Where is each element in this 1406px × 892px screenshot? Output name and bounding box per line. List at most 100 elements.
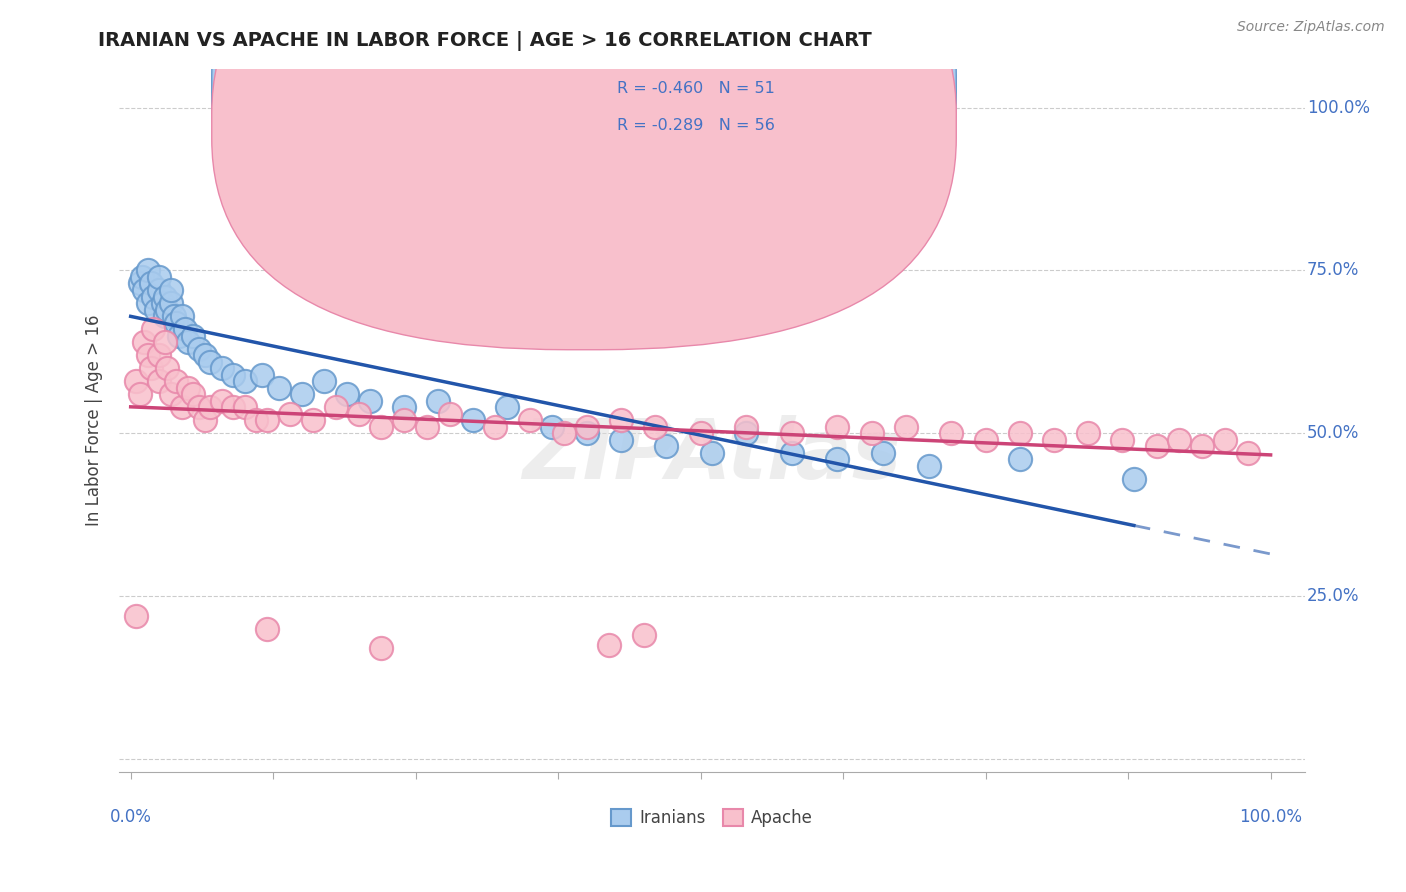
FancyBboxPatch shape xyxy=(212,0,956,350)
Point xyxy=(1111,433,1133,447)
Point xyxy=(780,426,803,441)
Point xyxy=(165,374,187,388)
Text: 0.0%: 0.0% xyxy=(110,808,152,826)
Point xyxy=(872,446,894,460)
Point xyxy=(148,348,170,362)
Point xyxy=(302,413,325,427)
Point xyxy=(1077,426,1099,441)
Point xyxy=(170,309,193,323)
Point xyxy=(278,407,301,421)
Point xyxy=(148,270,170,285)
Point xyxy=(148,283,170,297)
Point xyxy=(427,393,450,408)
Point xyxy=(894,419,917,434)
Point xyxy=(125,374,148,388)
Point xyxy=(250,368,273,382)
Point xyxy=(370,641,392,656)
Point xyxy=(200,401,222,415)
Point xyxy=(394,401,416,415)
FancyBboxPatch shape xyxy=(540,72,855,160)
Point xyxy=(553,426,575,441)
Legend: Iranians, Apache: Iranians, Apache xyxy=(605,803,820,834)
Point xyxy=(439,407,461,421)
Point xyxy=(188,401,211,415)
Text: ZIPAtlas: ZIPAtlas xyxy=(523,415,901,496)
Point xyxy=(183,387,205,401)
Point xyxy=(941,426,963,441)
Point xyxy=(200,354,222,368)
Point xyxy=(416,419,439,434)
Point xyxy=(233,374,256,388)
Point xyxy=(167,328,190,343)
Y-axis label: In Labor Force | Age > 16: In Labor Force | Age > 16 xyxy=(86,315,103,526)
Point xyxy=(256,413,278,427)
Point xyxy=(148,374,170,388)
Point xyxy=(134,335,156,350)
Point xyxy=(689,426,711,441)
Point xyxy=(860,426,883,441)
Point xyxy=(655,439,678,453)
Point xyxy=(610,413,633,427)
Point xyxy=(159,387,181,401)
Point xyxy=(153,309,176,323)
Point xyxy=(325,401,347,415)
Point xyxy=(159,296,181,310)
Point xyxy=(575,426,598,441)
Point xyxy=(1008,452,1031,467)
Point xyxy=(174,322,197,336)
Point xyxy=(153,289,176,303)
Point xyxy=(211,393,233,408)
Point xyxy=(644,419,666,434)
Point xyxy=(827,419,849,434)
Point xyxy=(1008,426,1031,441)
Point xyxy=(141,277,163,291)
Point xyxy=(735,419,758,434)
Point xyxy=(136,296,159,310)
Point xyxy=(575,419,598,434)
Point xyxy=(508,186,530,200)
Point xyxy=(359,393,381,408)
Point xyxy=(598,638,620,652)
Point xyxy=(495,401,517,415)
Point xyxy=(610,433,633,447)
Point xyxy=(142,289,165,303)
Point xyxy=(1191,439,1213,453)
Point xyxy=(156,361,179,376)
Point xyxy=(347,407,370,421)
Point xyxy=(291,387,314,401)
Point xyxy=(370,419,392,434)
Text: R = -0.289   N = 56: R = -0.289 N = 56 xyxy=(617,119,775,134)
Text: 50.0%: 50.0% xyxy=(1308,425,1360,442)
Point xyxy=(176,335,198,350)
Point xyxy=(145,302,167,317)
Point xyxy=(267,381,290,395)
Point xyxy=(519,413,541,427)
Point xyxy=(156,302,179,317)
Point xyxy=(314,374,336,388)
Point xyxy=(735,426,758,441)
Point xyxy=(222,368,245,382)
Point xyxy=(136,263,159,277)
Text: 100.0%: 100.0% xyxy=(1239,808,1302,826)
Point xyxy=(131,270,153,285)
Point xyxy=(245,413,267,427)
Point xyxy=(1213,433,1236,447)
Point xyxy=(336,387,359,401)
Text: IRANIAN VS APACHE IN LABOR FORCE | AGE > 16 CORRELATION CHART: IRANIAN VS APACHE IN LABOR FORCE | AGE >… xyxy=(98,31,872,51)
Point xyxy=(1168,433,1191,447)
Point xyxy=(222,401,245,415)
Point xyxy=(188,342,211,356)
Point xyxy=(165,316,187,330)
Point xyxy=(917,458,939,473)
Point xyxy=(125,608,148,623)
Text: Source: ZipAtlas.com: Source: ZipAtlas.com xyxy=(1237,20,1385,34)
Point xyxy=(541,419,564,434)
Point xyxy=(974,433,997,447)
Point xyxy=(461,413,484,427)
Point xyxy=(1043,433,1066,447)
Point xyxy=(194,348,217,362)
FancyBboxPatch shape xyxy=(212,0,956,312)
Point xyxy=(141,361,163,376)
Point xyxy=(633,628,655,642)
Point xyxy=(1146,439,1168,453)
